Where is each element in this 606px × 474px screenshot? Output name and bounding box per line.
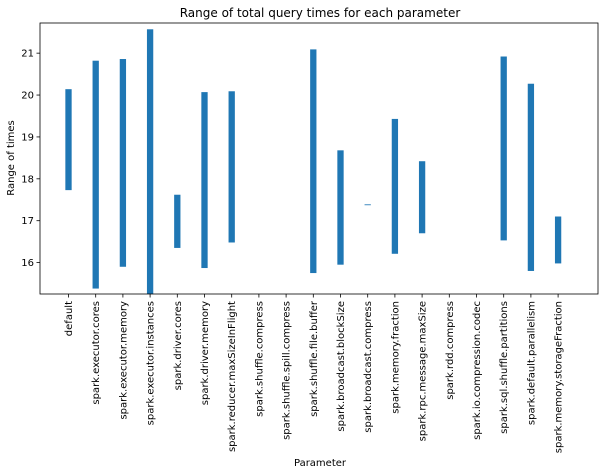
x-tick-label: spark.driver.cores [173, 301, 184, 390]
x-tick-label: spark.executor.memory [118, 301, 129, 420]
range-bar [92, 60, 99, 289]
x-tick-label: spark.rdd.compress [445, 301, 456, 400]
range-bar [500, 56, 507, 241]
x-axis-label: Parameter [294, 458, 347, 469]
range-bar [119, 59, 127, 267]
x-tick-label: default [64, 301, 75, 336]
range-bar [337, 150, 344, 265]
chart-title: Range of total query times for each para… [180, 6, 461, 20]
x-tick-label: spark.rpc.message.maxSize [418, 301, 429, 441]
x-tick-label: spark.executor.instances [146, 301, 157, 425]
y-tick-label: 20 [21, 91, 34, 102]
x-tick-label: spark.shuffle.file.buffer [309, 300, 320, 417]
x-tick-label: spark.default.parallelism [526, 301, 537, 425]
x-tick-label: spark.memory.storageFraction [554, 301, 565, 453]
range-bar [228, 91, 235, 243]
x-tick-label: spark.broadcast.blockSize [336, 301, 347, 432]
y-tick-label: 16 [21, 258, 34, 269]
y-tick-label: 19 [21, 132, 34, 143]
y-tick-label: 17 [21, 216, 34, 227]
range-bar [65, 89, 72, 191]
range-bar [201, 92, 208, 269]
y-axis: 16 17 18 19 20 21 [21, 49, 40, 269]
x-tick-label: spark.executor.cores [91, 301, 102, 405]
x-tick-label: spark.memory.fraction [390, 301, 401, 414]
range-bar [554, 216, 562, 264]
y-axis-label: Range of times [6, 120, 17, 196]
x-axis: default spark.executor.cores spark.executo… [64, 294, 565, 453]
range-bar [391, 118, 399, 254]
x-tick-label: spark.shuffle.spill.compress [282, 301, 293, 440]
x-tick-label: spark.sql.shuffle.partitions [499, 301, 510, 434]
x-tick-label: spark.reducer.maxSizeInFlight [227, 301, 238, 452]
range-bar [418, 161, 426, 234]
x-tick-label: spark.broadcast.compress [363, 301, 374, 433]
x-tick-label: spark.io.compression.codec [472, 301, 483, 440]
range-bar [174, 194, 181, 248]
range-bar [364, 204, 371, 206]
range-bar [527, 83, 535, 271]
x-tick-label: spark.shuffle.compress [254, 301, 265, 417]
y-tick-label: 21 [21, 49, 34, 60]
plot-frame [39, 22, 599, 295]
bars-group [65, 29, 562, 295]
y-tick-label: 18 [21, 174, 34, 185]
range-bar [146, 29, 154, 295]
range-bar [310, 49, 317, 274]
x-tick-label: spark.driver.memory [200, 301, 211, 405]
